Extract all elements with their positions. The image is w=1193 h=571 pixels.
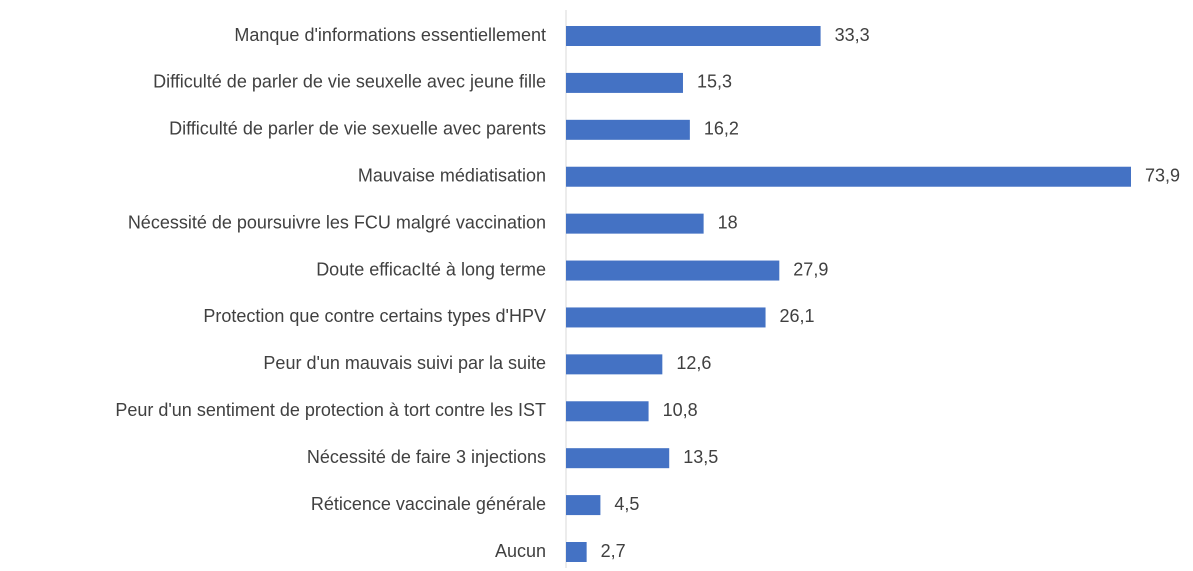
category-label: Aucun [495, 541, 546, 561]
category-label: Mauvaise médiatisation [358, 165, 546, 185]
bar [566, 542, 587, 562]
bar [566, 166, 1131, 187]
bar [566, 213, 704, 234]
bar [566, 72, 683, 93]
data-label: 27,9 [793, 259, 828, 279]
category-label: Doute efficacIté à long terme [316, 259, 546, 279]
bar [566, 119, 690, 140]
category-label: Manque d'informations essentiellement [234, 25, 546, 45]
data-label: 33,3 [835, 25, 870, 45]
data-label: 13,5 [683, 447, 718, 467]
data-label: 18 [718, 212, 738, 232]
bar [566, 354, 663, 375]
data-label: 26,1 [780, 306, 815, 326]
category-label: Réticence vaccinale générale [311, 494, 546, 514]
category-label: Difficulté de parler de vie seuxelle ave… [153, 72, 546, 92]
category-label: Difficulté de parler de vie sexuelle ave… [169, 119, 546, 139]
bar [566, 260, 780, 281]
data-label: 4,5 [614, 494, 639, 514]
data-label: 16,2 [704, 119, 739, 139]
data-label: 12,6 [676, 353, 711, 373]
bar [566, 401, 649, 422]
data-label: 15,3 [697, 72, 732, 92]
data-label: 2,7 [601, 541, 626, 561]
bar [566, 448, 670, 469]
bar [566, 26, 821, 46]
category-label: Protection que contre certains types d'H… [203, 306, 546, 326]
data-label: 10,8 [663, 400, 698, 420]
bar [566, 495, 601, 516]
data-label: 73,9 [1145, 165, 1180, 185]
category-label: Nécessité de faire 3 injections [307, 447, 546, 467]
category-label: Peur d'un sentiment de protection à tort… [115, 400, 546, 420]
bar [566, 307, 766, 328]
category-label: Peur d'un mauvais suivi par la suite [263, 353, 546, 373]
category-label: Nécessité de poursuivre les FCU malgré v… [128, 212, 546, 232]
